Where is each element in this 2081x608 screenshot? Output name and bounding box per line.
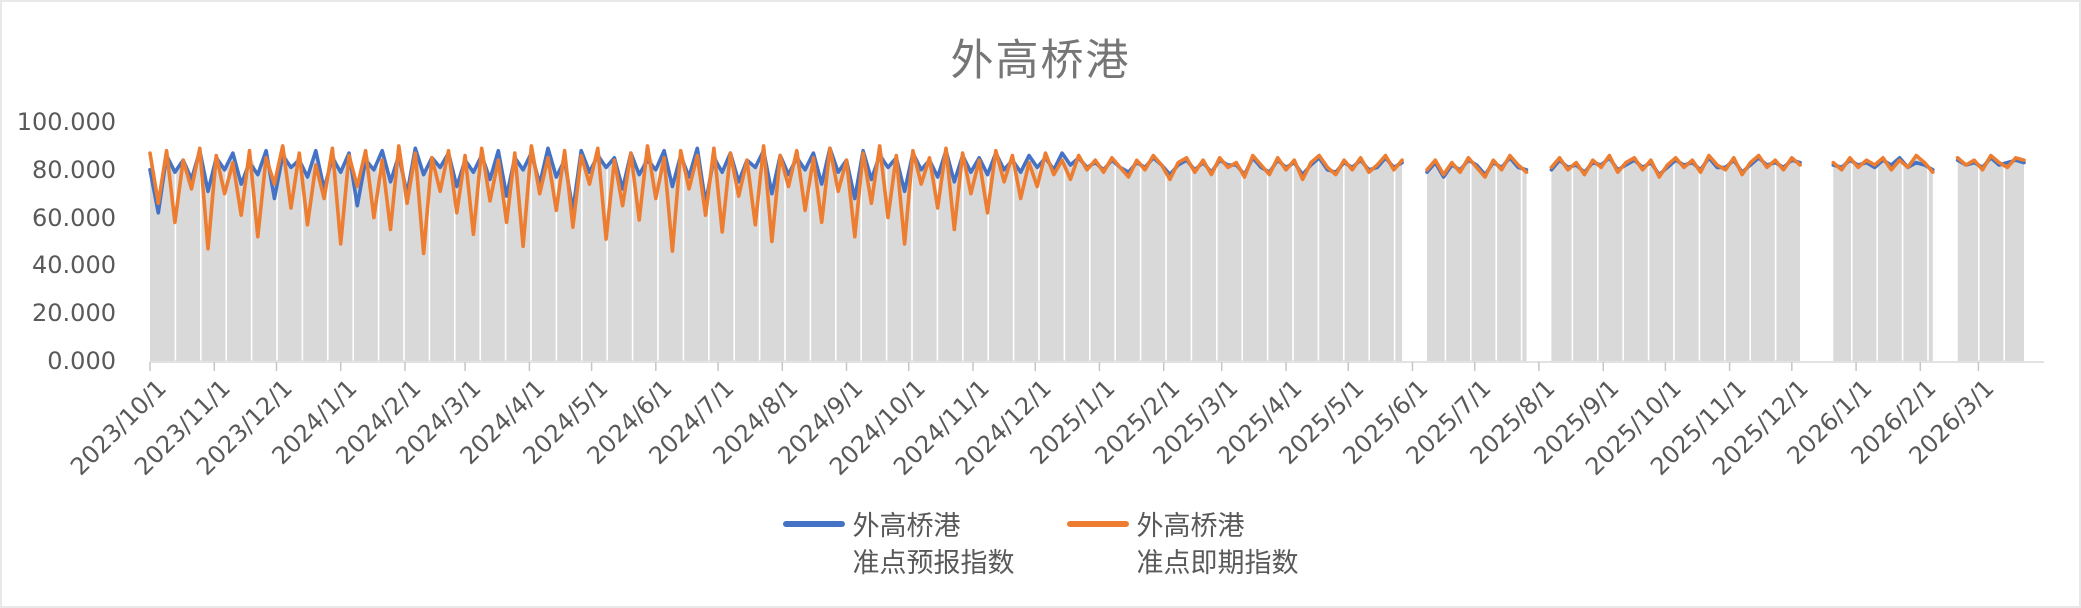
- legend-label-spot: 外高桥港 准点即期指数: [1137, 508, 1299, 582]
- legend: 外高桥港 准点预报指数 外高桥港 准点即期指数: [2, 508, 2079, 582]
- legend-swatch-spot: [1066, 521, 1129, 527]
- legend-label-forecast: 外高桥港 准点预报指数: [853, 508, 1015, 582]
- y-axis-label: 20.000: [32, 299, 116, 327]
- series-spot-line: [148, 144, 1404, 256]
- legend-label-forecast-line2: 准点预报指数: [852, 548, 1015, 579]
- y-axis-label: 100.000: [16, 108, 116, 136]
- legend-label-spot-line2: 准点即期指数: [1136, 548, 1299, 579]
- legend-label-spot-line1: 外高桥港: [1136, 511, 1245, 542]
- area-fill-segment: [1833, 155, 1933, 361]
- series-spot-line: [1425, 153, 1529, 179]
- series-spot-line: [1549, 153, 1802, 179]
- legend-item-spot-index: 外高桥港 准点即期指数: [1066, 508, 1299, 582]
- area-fill-segment: [1427, 155, 1527, 361]
- y-axis-label: 40.000: [32, 251, 116, 279]
- y-axis-label: 80.000: [32, 156, 116, 184]
- series-spot-line: [1831, 153, 1935, 174]
- legend-item-forecast-index: 外高桥港 准点预报指数: [782, 508, 1015, 582]
- chart-title: 外高桥港: [950, 36, 1131, 86]
- legend-label-forecast-line1: 外高桥港: [852, 511, 961, 542]
- series-spot-line: [1955, 153, 2026, 172]
- y-axis-label: 0.000: [47, 347, 116, 375]
- legend-swatch-forecast: [782, 521, 845, 527]
- area-fill-segment: [1551, 155, 1801, 361]
- y-axis-label: 60.000: [32, 204, 116, 232]
- area-fill-segment: [1957, 155, 2024, 361]
